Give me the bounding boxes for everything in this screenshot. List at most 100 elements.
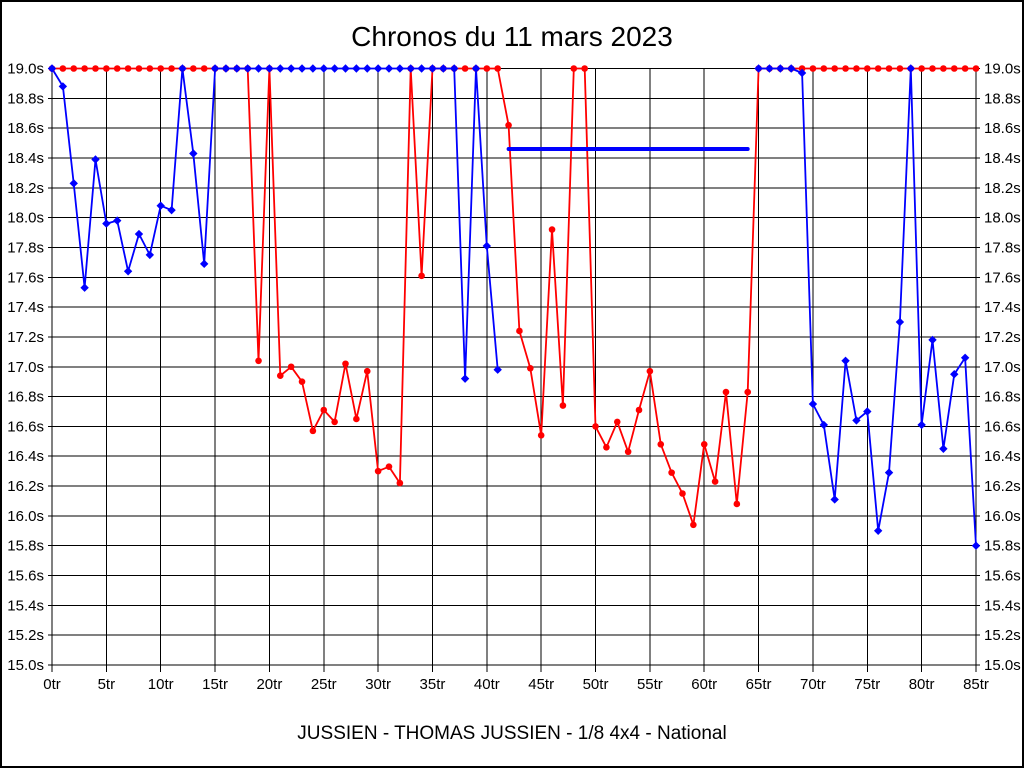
grid — [48, 67, 980, 672]
blue-point-marker — [873, 526, 883, 535]
red-point-marker — [831, 65, 838, 72]
blue-point-marker — [254, 64, 263, 73]
red-point-marker — [613, 418, 621, 426]
red-point-marker — [722, 388, 730, 396]
blue-point-marker — [460, 374, 470, 383]
blue-point-marker — [167, 205, 176, 215]
red-point-marker — [918, 65, 925, 72]
y-tick-label-right: 18.6s — [984, 120, 1021, 137]
x-tick-label: 30tr — [365, 676, 391, 693]
y-tick-label-left: 17.0s — [7, 359, 44, 376]
red-point-marker — [59, 65, 67, 72]
blue-point-marker — [406, 64, 415, 73]
red-point-marker — [483, 65, 491, 72]
blue-point-marker — [91, 155, 100, 164]
blue-point-marker — [482, 241, 492, 251]
red-point-marker — [461, 65, 469, 72]
red-point-marker — [820, 65, 828, 72]
x-tick-label: 60tr — [691, 676, 717, 693]
red-point-marker — [635, 406, 643, 414]
y-tick-label-left: 17.8s — [7, 239, 44, 256]
blue-point-marker — [265, 64, 274, 73]
blue-point-marker — [199, 259, 209, 269]
red-point-marker — [70, 65, 78, 72]
red-point-marker — [929, 65, 936, 72]
red-point-marker — [320, 406, 328, 414]
red-point-marker — [668, 469, 675, 476]
red-point-marker — [733, 500, 741, 508]
x-tick-label: 65tr — [746, 676, 772, 693]
y-tick-label-left: 16.6s — [7, 418, 44, 435]
blue-point-marker — [765, 64, 774, 73]
blue-point-marker — [808, 399, 818, 409]
y-tick-label-left: 17.2s — [7, 329, 44, 346]
y-tick-label-right: 16.4s — [984, 448, 1021, 465]
y-tick-label-left: 18.2s — [7, 180, 44, 197]
blue-point-marker — [787, 64, 796, 73]
red-point-marker — [711, 478, 719, 485]
y-tick-label-right: 19.0s — [984, 61, 1021, 78]
x-tick-label: 85tr — [963, 676, 989, 693]
blue-point-marker — [286, 64, 296, 73]
red-point-marker — [863, 65, 871, 72]
blue-point-marker — [395, 64, 405, 73]
red-point-marker — [396, 479, 404, 487]
y-tick-label-right: 15.0s — [984, 657, 1021, 674]
y-tick-label-right: 16.6s — [984, 418, 1021, 435]
red-point-marker — [157, 65, 165, 72]
red-point-marker — [309, 427, 317, 435]
blue-point-marker — [428, 64, 437, 73]
blue-point-marker — [123, 267, 133, 276]
red-point-marker — [657, 440, 665, 448]
red-point-marker — [190, 65, 197, 72]
x-tick-label: 45tr — [528, 676, 554, 693]
red-point-marker — [494, 65, 501, 72]
blue-point-marker — [178, 64, 187, 73]
blue-point-marker — [776, 64, 785, 73]
y-tick-label-left: 19.0s — [7, 61, 44, 78]
blue-point-marker — [330, 64, 339, 73]
red-point-marker — [374, 467, 382, 475]
blue-point-marker — [950, 370, 959, 379]
y-tick-label-right: 17.2s — [984, 329, 1021, 346]
blue-point-marker — [928, 335, 937, 345]
red-point-marker — [287, 363, 295, 371]
blue-point-marker — [906, 64, 915, 73]
blue-point-marker — [297, 64, 307, 73]
y-tick-label-right: 17.4s — [984, 299, 1021, 316]
y-tick-label-left: 15.8s — [7, 538, 44, 555]
blue-point-marker — [797, 68, 807, 78]
x-tick-label: 80tr — [909, 676, 935, 693]
y-tick-label-left: 18.4s — [7, 150, 44, 167]
blue-point-marker — [156, 201, 165, 210]
x-tick-label: 75tr — [854, 676, 880, 693]
red-point-marker — [744, 388, 752, 396]
blue-point-marker — [960, 353, 970, 363]
plot-border — [51, 67, 977, 666]
x-tick-label: 55tr — [637, 676, 663, 693]
blue-point-marker — [232, 64, 241, 73]
red-point-marker — [385, 463, 393, 470]
chart-subtitle: JUSSIEN - THOMAS JUSSIEN - 1/8 4x4 - Nat… — [297, 723, 727, 744]
blue-point-marker — [939, 444, 948, 453]
red-point-marker — [81, 65, 88, 72]
red-point-marker — [418, 272, 425, 280]
blue-point-marker — [471, 64, 481, 73]
red-point-marker — [527, 364, 534, 372]
red-point-marker — [842, 65, 849, 72]
blue-point-marker — [243, 64, 252, 73]
red-point-marker — [809, 65, 817, 72]
blue-point-marker — [895, 317, 905, 327]
y-tick-label-left: 17.4s — [7, 299, 44, 316]
y-tick-label-left: 15.2s — [7, 627, 44, 644]
y-tick-label-left: 16.2s — [7, 478, 44, 495]
x-tick-label: 5tr — [98, 676, 116, 693]
y-tick-label-left: 17.6s — [7, 269, 44, 286]
x-tick-label: 0tr — [43, 676, 61, 693]
y-tick-label-right: 15.6s — [984, 568, 1021, 585]
blue-point-marker — [319, 64, 328, 73]
red-point-marker — [940, 65, 947, 72]
x-tick-label: 25tr — [311, 676, 337, 693]
red-point-marker — [103, 65, 110, 72]
